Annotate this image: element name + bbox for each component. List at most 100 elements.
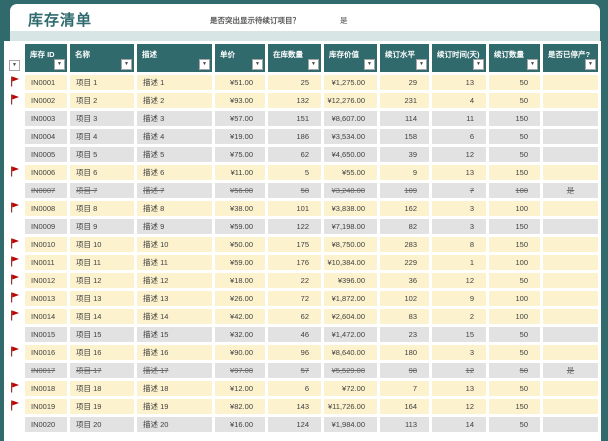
cell-level[interactable]: 82 [380, 219, 429, 234]
cell-name[interactable]: 项目 7 [70, 183, 134, 198]
cell-rqty[interactable]: 50 [489, 363, 540, 378]
cell-qty[interactable]: 101 [268, 201, 321, 216]
cell-level[interactable]: 180 [380, 345, 429, 360]
cell-desc[interactable]: 描述 5 [137, 147, 212, 162]
cell-name[interactable]: 项目 10 [70, 237, 134, 252]
cell-id[interactable]: IN0017 [25, 363, 67, 378]
cell-desc[interactable]: 描述 18 [137, 381, 212, 396]
filter-dropdown-icon[interactable]: ▼ [416, 59, 427, 70]
cell-value[interactable]: ¥8,640.00 [324, 345, 377, 360]
cell-rqty[interactable]: 50 [489, 129, 540, 144]
cell-id[interactable]: IN0019 [25, 399, 67, 414]
cell-id[interactable]: IN0012 [25, 273, 67, 288]
cell-days[interactable]: 13 [432, 381, 486, 396]
cell-level[interactable]: 39 [380, 147, 429, 162]
cell-name[interactable]: 项目 15 [70, 327, 134, 342]
cell-level[interactable]: 7 [380, 381, 429, 396]
cell-id[interactable]: IN0016 [25, 345, 67, 360]
cell-disc[interactable] [543, 201, 598, 216]
cell-qty[interactable]: 57 [268, 363, 321, 378]
cell-price[interactable]: ¥97.00 [215, 363, 265, 378]
cell-value[interactable]: ¥1,275.00 [324, 75, 377, 90]
cell-value[interactable]: ¥1,872.00 [324, 291, 377, 306]
cell-id[interactable]: IN0010 [25, 237, 67, 252]
cell-desc[interactable]: 描述 2 [137, 93, 212, 108]
cell-value[interactable]: ¥3,248.00 [324, 183, 377, 198]
cell-rqty[interactable]: 50 [489, 75, 540, 90]
cell-price[interactable]: ¥56.00 [215, 183, 265, 198]
cell-name[interactable]: 项目 5 [70, 147, 134, 162]
cell-rqty[interactable]: 100 [489, 309, 540, 324]
cell-id[interactable]: IN0009 [25, 219, 67, 234]
cell-qty[interactable]: 176 [268, 255, 321, 270]
cell-days[interactable]: 4 [432, 93, 486, 108]
cell-value[interactable]: ¥1,984.00 [324, 417, 377, 432]
cell-price[interactable]: ¥18.00 [215, 273, 265, 288]
cell-name[interactable]: 项目 9 [70, 219, 134, 234]
cell-name[interactable]: 项目 11 [70, 255, 134, 270]
cell-rqty[interactable]: 50 [489, 417, 540, 432]
cell-days[interactable]: 13 [432, 165, 486, 180]
filter-dropdown-icon[interactable]: ▼ [54, 59, 65, 70]
cell-desc[interactable]: 描述 4 [137, 129, 212, 144]
cell-desc[interactable]: 描述 7 [137, 183, 212, 198]
cell-level[interactable]: 98 [380, 363, 429, 378]
filter-dropdown-icon[interactable]: ▼ [527, 59, 538, 70]
cell-disc[interactable] [543, 93, 598, 108]
cell-name[interactable]: 项目 18 [70, 381, 134, 396]
cell-disc[interactable] [543, 255, 598, 270]
cell-days[interactable]: 9 [432, 291, 486, 306]
cell-price[interactable]: ¥90.00 [215, 345, 265, 360]
cell-disc[interactable] [543, 219, 598, 234]
cell-id[interactable]: IN0014 [25, 309, 67, 324]
cell-days[interactable]: 3 [432, 345, 486, 360]
cell-level[interactable]: 164 [380, 399, 429, 414]
cell-qty[interactable]: 96 [268, 345, 321, 360]
cell-value[interactable]: ¥7,198.00 [324, 219, 377, 234]
cell-value[interactable]: ¥12,276.00 [324, 93, 377, 108]
cell-days[interactable]: 2 [432, 309, 486, 324]
filter-dropdown-icon[interactable]: ▼ [252, 59, 263, 70]
cell-id[interactable]: IN0011 [25, 255, 67, 270]
cell-value[interactable]: ¥11,726.00 [324, 399, 377, 414]
cell-name[interactable]: 项目 20 [70, 417, 134, 432]
cell-disc[interactable]: 是 [543, 183, 598, 198]
cell-qty[interactable]: 25 [268, 75, 321, 90]
cell-name[interactable]: 项目 16 [70, 345, 134, 360]
cell-days[interactable]: 3 [432, 219, 486, 234]
cell-disc[interactable] [543, 75, 598, 90]
cell-rqty[interactable]: 50 [489, 381, 540, 396]
cell-disc[interactable] [543, 309, 598, 324]
cell-price[interactable]: ¥59.00 [215, 255, 265, 270]
filter-dropdown-icon[interactable]: ▼ [308, 59, 319, 70]
cell-desc[interactable]: 描述 16 [137, 345, 212, 360]
cell-value[interactable]: ¥72.00 [324, 381, 377, 396]
cell-disc[interactable] [543, 381, 598, 396]
cell-value[interactable]: ¥396.00 [324, 273, 377, 288]
cell-id[interactable]: IN0001 [25, 75, 67, 90]
cell-days[interactable]: 12 [432, 399, 486, 414]
filter-dropdown-icon[interactable]: ▼ [473, 59, 484, 70]
cell-id[interactable]: IN0004 [25, 129, 67, 144]
cell-level[interactable]: 113 [380, 417, 429, 432]
cell-days[interactable]: 13 [432, 75, 486, 90]
cell-desc[interactable]: 描述 1 [137, 75, 212, 90]
cell-value[interactable]: ¥8,607.00 [324, 111, 377, 126]
cell-days[interactable]: 12 [432, 147, 486, 162]
cell-price[interactable]: ¥26.00 [215, 291, 265, 306]
cell-disc[interactable] [543, 399, 598, 414]
cell-rqty[interactable]: 100 [489, 255, 540, 270]
cell-price[interactable]: ¥42.00 [215, 309, 265, 324]
cell-id[interactable]: IN0020 [25, 417, 67, 432]
cell-rqty[interactable]: 100 [489, 201, 540, 216]
cell-days[interactable]: 3 [432, 201, 486, 216]
cell-price[interactable]: ¥82.00 [215, 399, 265, 414]
cell-name[interactable]: 项目 19 [70, 399, 134, 414]
cell-days[interactable]: 6 [432, 129, 486, 144]
cell-qty[interactable]: 62 [268, 309, 321, 324]
cell-name[interactable]: 项目 13 [70, 291, 134, 306]
cell-disc[interactable] [543, 273, 598, 288]
cell-value[interactable]: ¥10,384.00 [324, 255, 377, 270]
filter-dropdown-icon[interactable]: ▼ [364, 59, 375, 70]
cell-disc[interactable]: 是 [543, 363, 598, 378]
